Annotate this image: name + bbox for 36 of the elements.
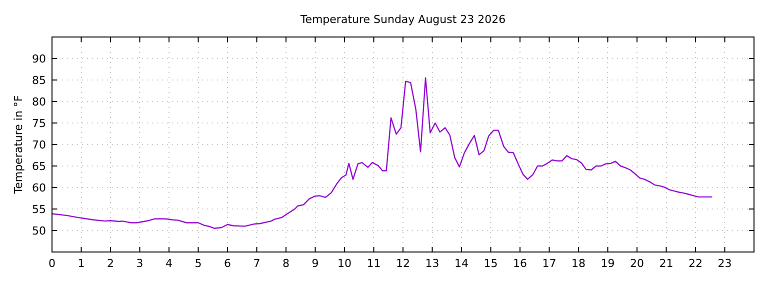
x-tick-label: 4 (166, 257, 172, 270)
y-tick-label: 80 (32, 96, 46, 108)
x-tick-label: 0 (48, 257, 56, 270)
x-tick-label: 20 (630, 257, 644, 270)
y-tick-label: 75 (32, 117, 46, 130)
x-tick-label: 3 (136, 257, 144, 270)
x-tick-label: 17 (542, 257, 556, 270)
x-tick-label: 11 (366, 257, 381, 270)
y-tick-label: 70 (32, 138, 46, 152)
x-tick-label: 9 (312, 257, 319, 270)
line-series (51, 77, 713, 229)
x-tick-label: 10 (338, 257, 352, 270)
x-tick-label: 23 (718, 257, 732, 270)
x-tick-label: 2 (107, 257, 114, 270)
y-axis-title: Temperature in °F (12, 95, 25, 195)
x-tick-label: 8 (282, 257, 290, 270)
chart-title: Temperature Sunday August 23 2026 (299, 13, 506, 26)
y-tick-label: 90 (32, 52, 46, 66)
x-tick-label: 12 (396, 257, 410, 270)
y-tick-label: 50 (32, 224, 46, 238)
x-tick-label: 21 (659, 257, 674, 270)
x-tick-label: 22 (688, 257, 702, 270)
x-tick-label: 7 (253, 257, 260, 270)
x-tick-label: 1 (78, 257, 85, 270)
x-tick-label: 14 (454, 257, 468, 270)
x-tick-label: 5 (194, 257, 202, 270)
x-tick-label: 19 (600, 257, 615, 270)
y-tick-label: 55 (32, 203, 46, 216)
x-tick-label: 18 (572, 257, 586, 270)
y-tick-label: 60 (32, 182, 46, 194)
y-tick-label: 85 (32, 74, 46, 87)
x-tick-label: 13 (425, 257, 440, 270)
x-tick-label: 6 (224, 257, 231, 270)
y-tick-label: 65 (32, 160, 46, 173)
x-tick-label: 16 (513, 257, 527, 270)
x-tick-label: 15 (484, 257, 498, 270)
